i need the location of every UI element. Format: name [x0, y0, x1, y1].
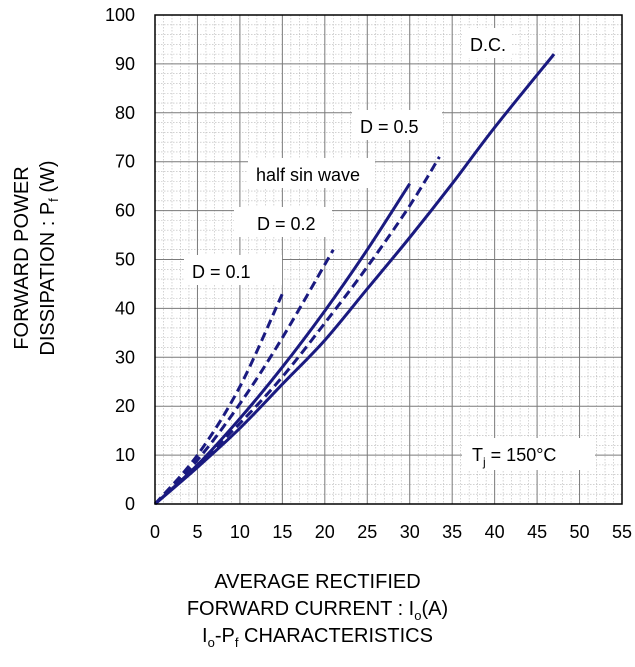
curves-group: [153, 53, 556, 506]
tj-label-suffix: = 150°C: [486, 445, 557, 465]
y-tick-label: 100: [105, 5, 135, 25]
x-tick-label: 45: [527, 522, 547, 542]
y-tick-label: 0: [125, 494, 135, 514]
x-axis-label-line2-b: (A): [421, 598, 449, 620]
y-axis-label-line2: DISSIPATION : Pf (W): [37, 160, 61, 355]
series-d-0-2-line: [153, 248, 335, 506]
y-tick-label: 50: [115, 250, 135, 270]
y-tick-label: 80: [115, 103, 135, 123]
y-axis-label-line2-a: DISSIPATION : P: [37, 202, 59, 356]
x-tick-label: 25: [357, 522, 377, 542]
x-tick-label: 35: [442, 522, 462, 542]
y-tick-label: 10: [115, 445, 135, 465]
x-tick-label: 15: [272, 522, 292, 542]
d02-label-bg: [234, 207, 332, 237]
x-axis-label-line2-sub: o: [414, 608, 422, 623]
series-d-c-line: [154, 53, 556, 506]
x-axis-label-line2-a: FORWARD CURRENT : I: [186, 598, 415, 620]
x-tick-label: 40: [485, 522, 505, 542]
x-tick-label: 55: [612, 522, 632, 542]
d05-label-bg: [352, 110, 442, 140]
chart-title-b: -P: [214, 625, 235, 647]
d05-label: D = 0.5: [360, 117, 419, 137]
d01-label-bg: [184, 255, 282, 285]
y-tick-label: 20: [115, 396, 135, 416]
y-tick-label: 40: [115, 298, 135, 318]
d02-label: D = 0.2: [257, 214, 316, 234]
y-tick-labels: 0 10 20 30 40 50 60 70 80 90 100: [105, 5, 135, 514]
tj-label-sub: j: [482, 455, 486, 469]
chart-title: Io-Pf CHARACTERISTICS: [0, 624, 635, 655]
plot-frame: [154, 14, 623, 505]
x-tick-label: 0: [150, 522, 160, 542]
y-tick-label: 70: [115, 152, 135, 172]
half-sin-label: half sin wave: [256, 165, 360, 185]
chart-title-c: CHARACTERISTICS: [238, 625, 433, 647]
tj-label: Tj = 150°C: [472, 445, 556, 469]
series-d-0-5-line: [153, 156, 441, 506]
tj-label-prefix: T: [472, 445, 483, 465]
half-sin-label-bg: [248, 158, 375, 188]
chart-title-sub1: o: [207, 635, 215, 650]
x-tick-label: 50: [570, 522, 590, 542]
x-tick-label: 20: [315, 522, 335, 542]
y-tick-label: 30: [115, 347, 135, 367]
x-tick-label: 10: [230, 522, 250, 542]
x-axis-label-line1: AVERAGE RECTIFIED: [214, 571, 421, 593]
y-axis-label-line2-b: (W): [37, 160, 59, 198]
x-tick-label: 5: [192, 522, 202, 542]
x-tick-labels: 0 5 10 15 20 25 30 35 40 45 50 55: [150, 522, 632, 542]
d01-label: D = 0.1: [192, 262, 251, 282]
series-d-0-1-line: [153, 293, 284, 505]
chart-title-sub2: f: [234, 635, 239, 650]
y-tick-label: 60: [115, 201, 135, 221]
dc-label-bg: [462, 28, 512, 58]
x-tick-label: 30: [400, 522, 420, 542]
y-tick-label: 90: [115, 54, 135, 74]
dc-label: D.C.: [470, 35, 506, 55]
chart-title-a: I: [202, 625, 208, 647]
tj-label-bg: [462, 438, 595, 470]
y-axis-label-line1: FORWARD POWER: [11, 166, 33, 349]
x-axis-label-line2: FORWARD CURRENT : Io(A): [0, 597, 635, 628]
y-axis-label-line2-sub: f: [46, 198, 61, 202]
